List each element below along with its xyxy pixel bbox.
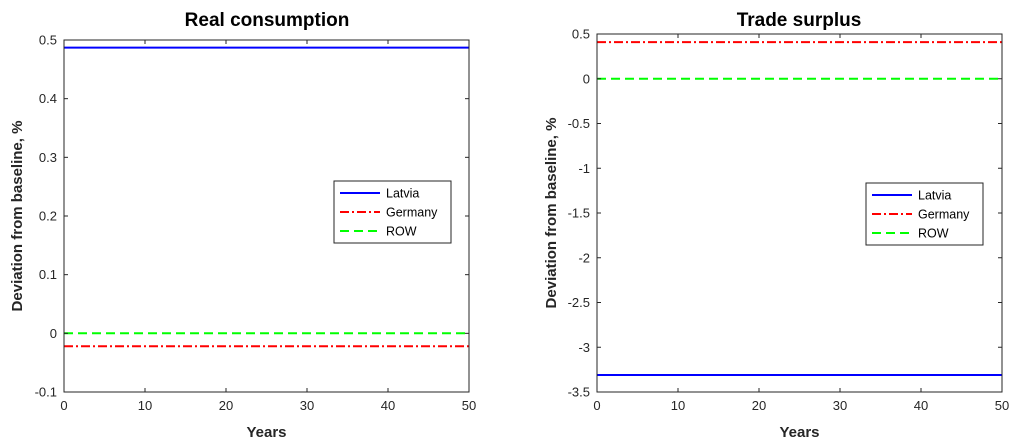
chart-title: Trade surplus: [737, 10, 862, 31]
y-tick-label: 0.5: [572, 27, 590, 42]
x-tick-label: 50: [995, 398, 1009, 413]
x-tick-label: 30: [833, 398, 847, 413]
x-tick-label: 0: [593, 398, 600, 413]
y-tick-label: 0.3: [39, 150, 57, 165]
x-tick-label: 50: [462, 398, 476, 413]
x-tick-label: 40: [381, 398, 395, 413]
x-tick-label: 40: [914, 398, 928, 413]
x-tick-label: 20: [752, 398, 766, 413]
legend-label-row: ROW: [918, 227, 949, 241]
y-tick-label: -1.5: [568, 206, 590, 221]
y-tick-label: -3: [578, 340, 590, 355]
y-tick-label: 0.1: [39, 267, 57, 282]
legend-label-latvia: Latvia: [386, 187, 419, 201]
chart-title: Real consumption: [185, 10, 350, 31]
series-group: [597, 41, 1002, 376]
x-axis-label: Years: [246, 424, 286, 441]
y-tick-label: 0: [50, 326, 57, 341]
y-tick-label: -2: [578, 250, 590, 265]
x-axis-label: Years: [779, 424, 819, 441]
legend-label-row: ROW: [386, 225, 417, 239]
legend-label-latvia: Latvia: [918, 189, 951, 203]
legend: Latvia Germany ROW: [333, 180, 452, 244]
legend: Latvia Germany ROW: [865, 182, 984, 246]
y-tick-label: 0.5: [39, 33, 57, 48]
x-tick-label: 10: [671, 398, 685, 413]
y-tick-label: 0.2: [39, 209, 57, 224]
y-axis-label: Deviation from baseline, %: [9, 121, 26, 312]
x-tick-label: 10: [138, 398, 152, 413]
legend-label-germany: Germany: [386, 206, 438, 220]
x-tick-label: 0: [60, 398, 67, 413]
y-tick-label: 0.4: [39, 91, 57, 106]
y-tick-label: 0: [583, 71, 590, 86]
x-tick-label: 30: [300, 398, 314, 413]
trade-surplus-chart: Trade surplus 0 10 20 30 40 50 -3.5 -3 -2.5 -2 -1.5…: [543, 10, 1009, 441]
y-tick-label: -1: [578, 161, 590, 176]
y-tick-label: -2.5: [568, 295, 590, 310]
y-tick-label: -3.5: [568, 385, 590, 400]
series-group: [64, 46, 469, 348]
x-tick-label: 20: [219, 398, 233, 413]
y-tick-label: -0.1: [35, 385, 57, 400]
y-axis-label: Deviation from baseline, %: [543, 118, 560, 309]
y-tick-label: -0.5: [568, 116, 590, 131]
legend-label-germany: Germany: [918, 208, 970, 222]
